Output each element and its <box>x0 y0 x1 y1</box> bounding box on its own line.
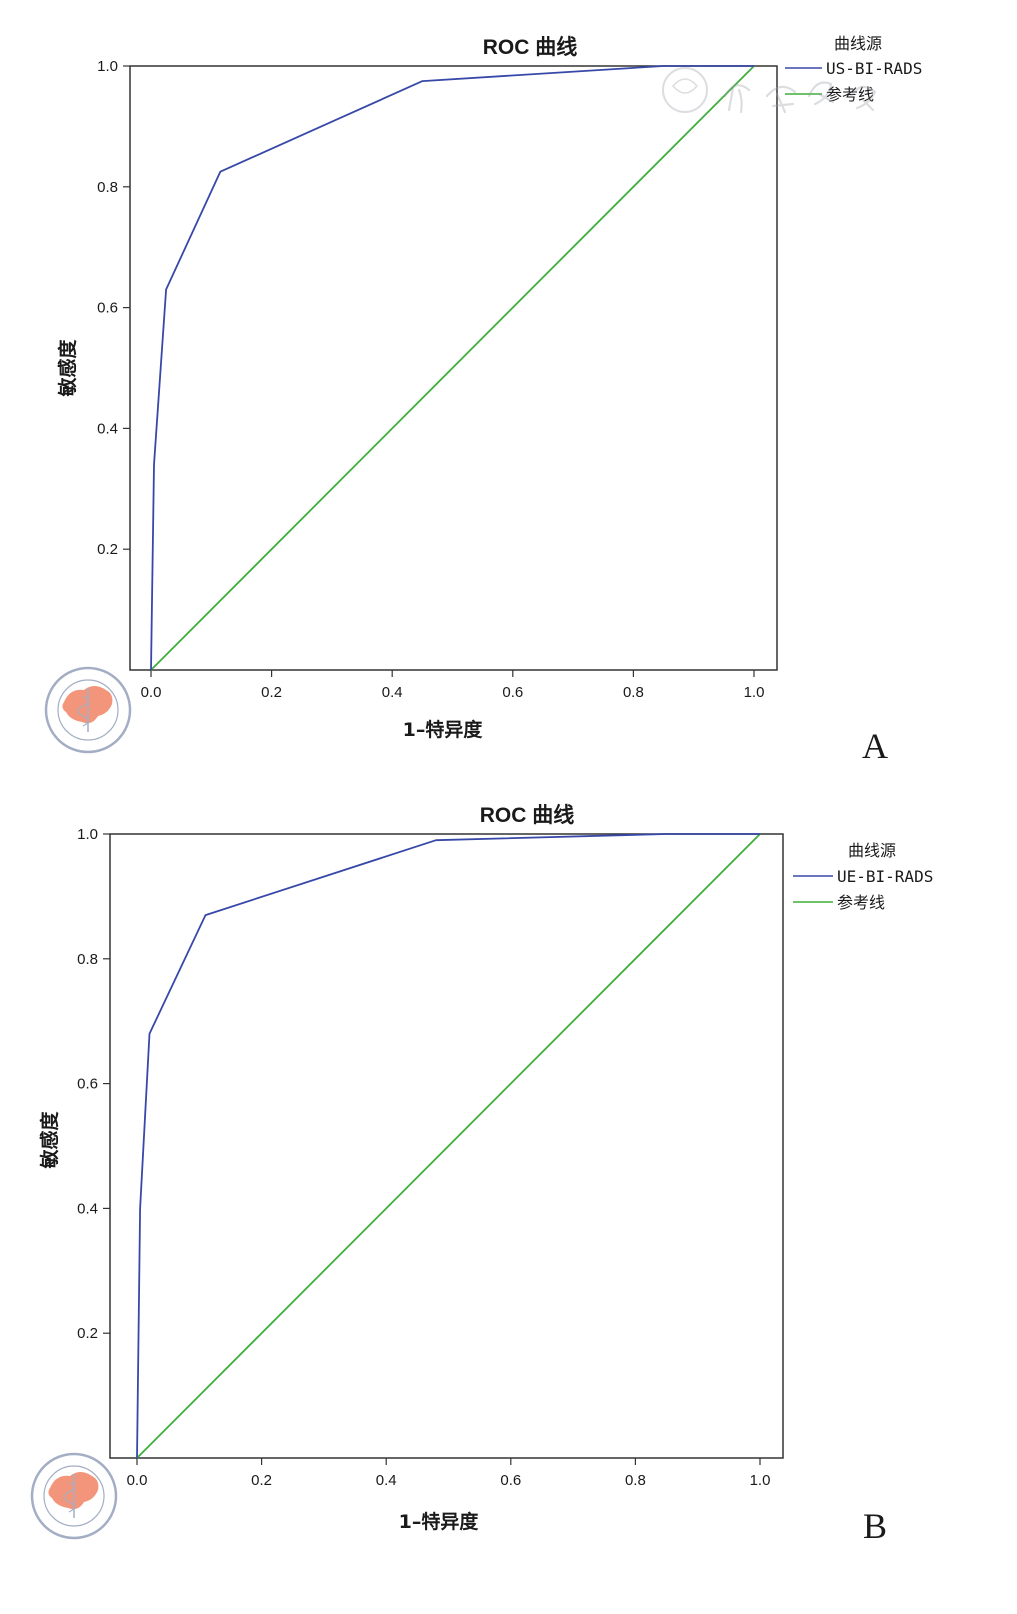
x-axis-title: 1–特异度 <box>399 1510 480 1533</box>
seal-inner-ring <box>43 1465 105 1527</box>
x-axis-title: 1–特异度 <box>403 718 484 741</box>
chart-panel-a: ROC 曲线 0.0 0.2 0.4 0.6 0.8 1.0 0.2 0.4 0.6 0.8 1.0 1… <box>44 34 922 766</box>
legend-label: UE-BI-RADS <box>837 867 933 886</box>
x-tick-label: 1.0 <box>744 684 765 701</box>
x-tick-label: 0.2 <box>261 684 282 701</box>
legend-label: US-BI-RADS <box>826 59 922 78</box>
watermark-emblem-icon <box>672 78 698 94</box>
y-tick-label: 0.6 <box>97 300 118 317</box>
y-tick-label: 1.0 <box>77 826 98 843</box>
x-tick-label: 0.4 <box>376 1472 397 1489</box>
chart-panel-b: ROC 曲线 0.0 0.2 0.4 0.6 0.8 1.0 0.2 0.4 0.6 0.8 1.0 1… <box>30 803 933 1546</box>
x-tick-label: 0.2 <box>251 1472 272 1489</box>
legend-label: 参考线 <box>826 85 874 104</box>
legend-title: 曲线源 <box>848 841 896 860</box>
chart-title: ROC 曲线 <box>483 35 578 59</box>
watermark-stroke <box>723 84 751 114</box>
x-tick-label: 0.0 <box>141 684 162 701</box>
seal-inner-ring <box>57 679 119 741</box>
x-tick-label: 0.6 <box>502 684 523 701</box>
x-tick-label: 0.4 <box>382 684 403 701</box>
x-tick-label: 0.8 <box>625 1472 646 1489</box>
y-tick-label: 1.0 <box>97 58 118 75</box>
plot-area <box>109 833 784 1459</box>
y-tick-label: 0.2 <box>77 1325 98 1342</box>
watermark-seal-icon <box>662 67 708 113</box>
chart-title: ROC 曲线 <box>480 803 575 827</box>
reference-line <box>150 65 755 671</box>
x-tick-label: 1.0 <box>750 1472 771 1489</box>
y-tick-label: 0.8 <box>77 951 98 968</box>
serpent-icon <box>63 1481 75 1513</box>
serpent-icon <box>77 695 89 727</box>
y-tick-label: 0.8 <box>97 179 118 196</box>
y-axis-title: 敏感度 <box>56 339 79 398</box>
plot-area <box>129 65 778 671</box>
watermark-stroke <box>849 85 877 112</box>
x-tick-label: 0.0 <box>127 1472 148 1489</box>
y-tick-label: 0.2 <box>97 541 118 558</box>
chinese-medical-association-logo: 中华医学会 CHINESE MEDICAL ASSOCIATION 1915 <box>30 1452 118 1540</box>
panel-label: A <box>862 726 888 766</box>
x-tick-label: 0.8 <box>623 684 644 701</box>
y-tick-label: 0.4 <box>77 1200 98 1217</box>
legend: 曲线源 US-BI-RADS 参考线 <box>785 34 922 104</box>
y-tick-label: 0.6 <box>77 1076 98 1093</box>
legend: 曲线源 UE-BI-RADS 参考线 <box>793 841 933 912</box>
reference-line <box>136 833 761 1459</box>
roc-curve <box>136 833 760 1459</box>
y-tick-label: 0.4 <box>97 420 118 437</box>
watermark-stroke <box>765 85 797 114</box>
panel-label: B <box>863 1506 887 1546</box>
roc-curve <box>150 65 754 671</box>
chinese-medical-journal-watermark: 中华医学 <box>662 67 877 114</box>
legend-label: 参考线 <box>837 893 885 912</box>
legend-title: 曲线源 <box>834 34 882 53</box>
chinese-medical-association-logo: 中华医学会 CHINESE MEDICAL ASSOCIATION 1915 <box>44 666 132 754</box>
watermark-stroke <box>807 81 835 106</box>
x-tick-label: 0.6 <box>500 1472 521 1489</box>
y-axis-title: 敏感度 <box>38 1111 61 1170</box>
